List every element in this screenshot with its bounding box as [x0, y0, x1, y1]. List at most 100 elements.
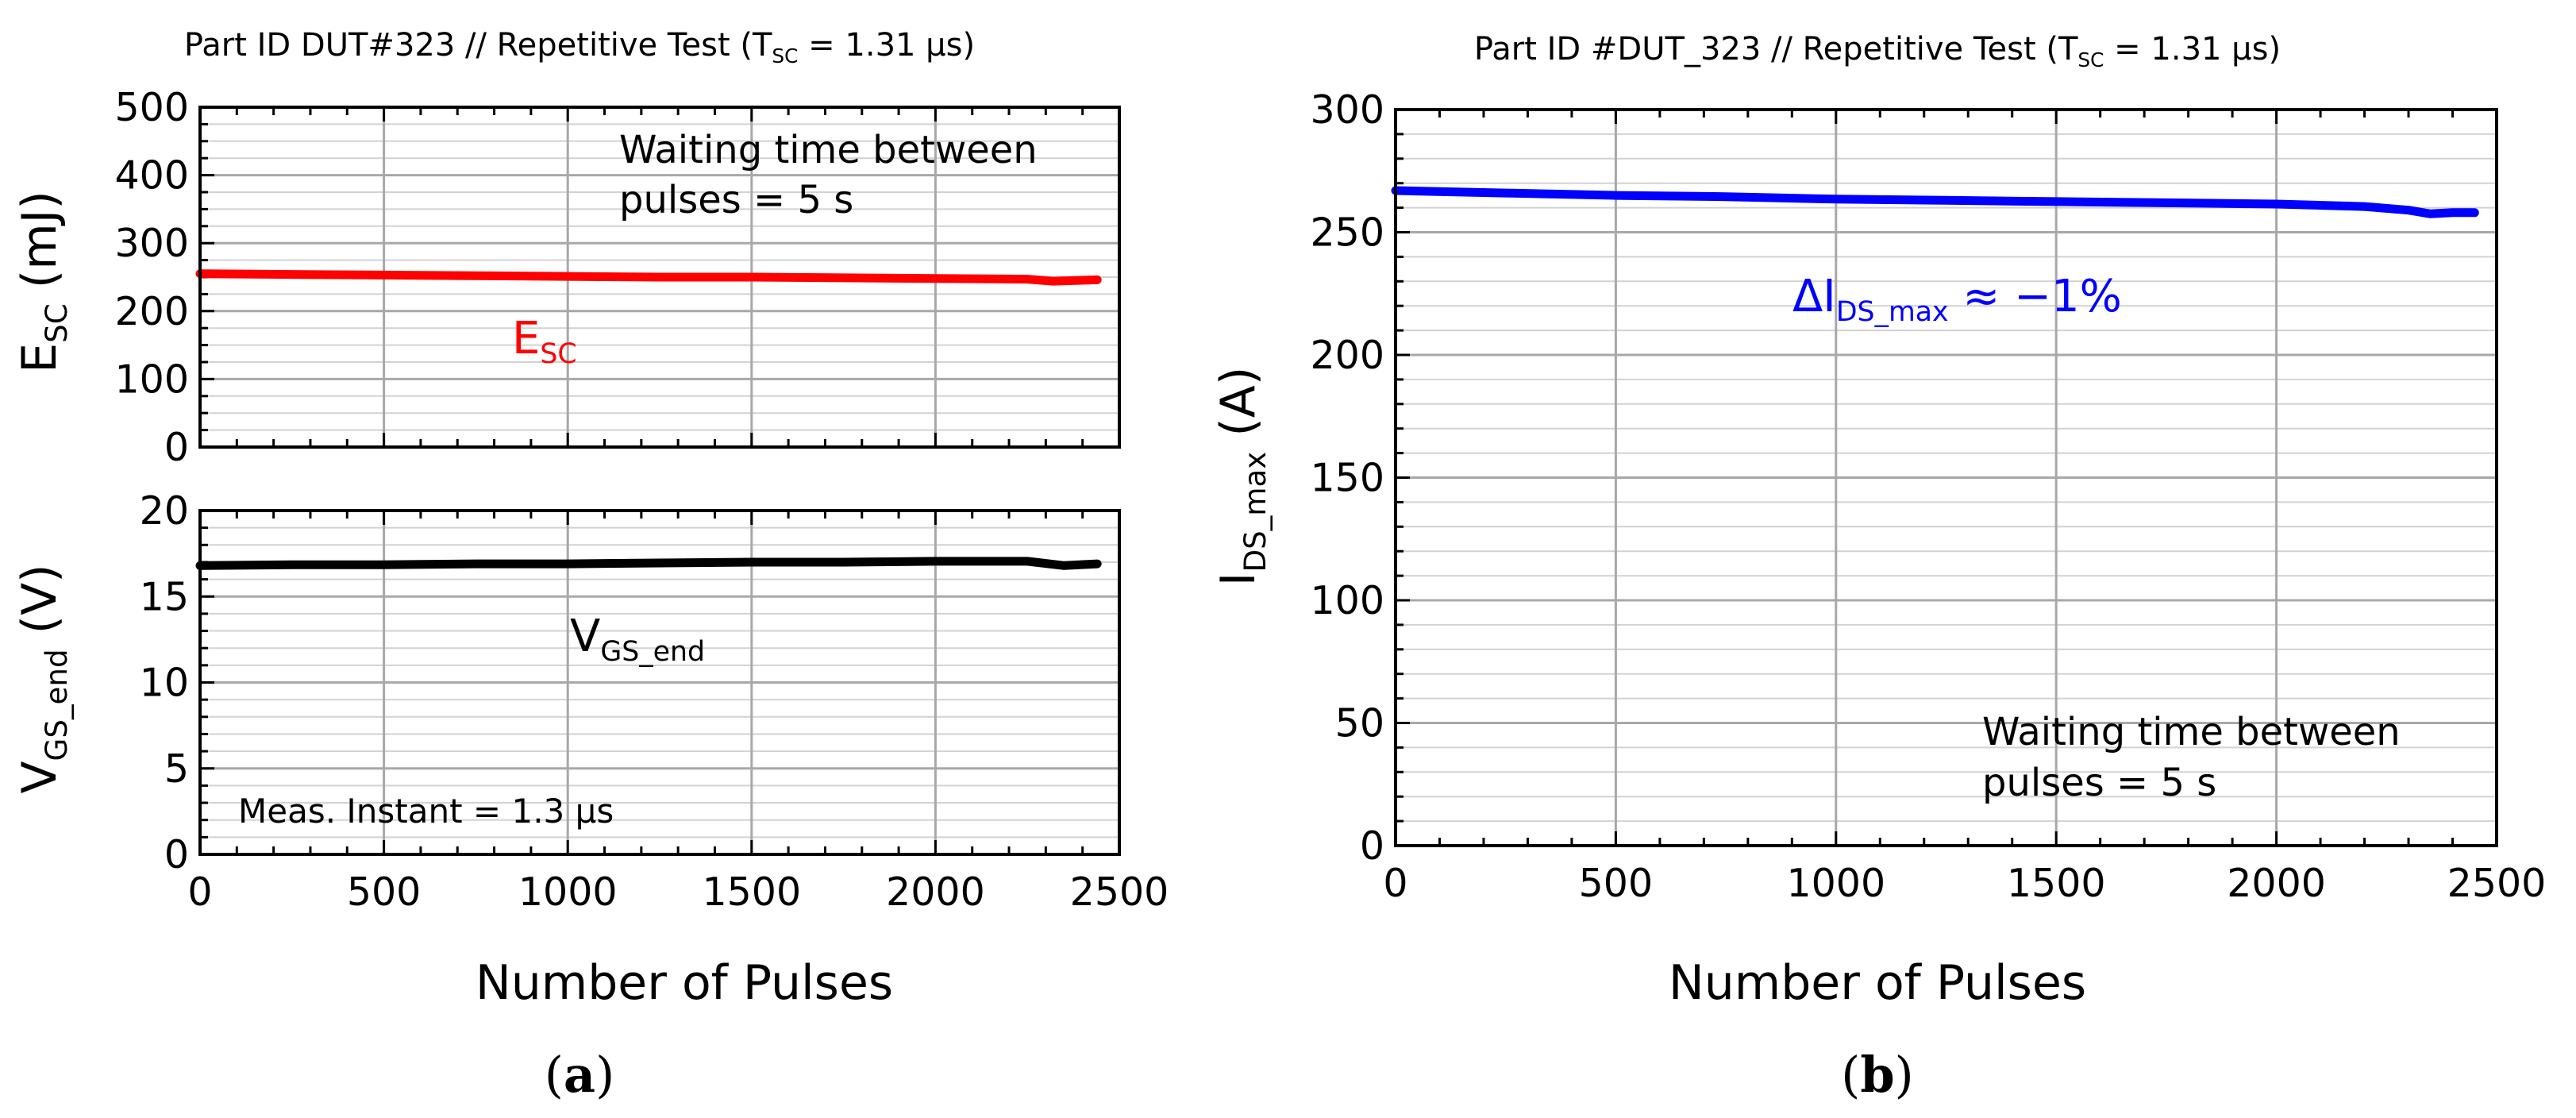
- waiting-time-note-b-line1: Waiting time between: [1982, 710, 2401, 754]
- y-tick-label: 0: [164, 425, 189, 470]
- waiting-time-note-a-line2: pulses = 5 s: [619, 178, 853, 222]
- data-point: [2470, 208, 2479, 217]
- y-tick-label: 100: [114, 357, 189, 402]
- x-tick-label: 500: [1579, 861, 1654, 906]
- y-tick-labels: 0 100 200 300 400 500: [114, 85, 189, 470]
- delta-ids-annotation: ΔIDS_max ≈ −1%: [1792, 271, 2122, 328]
- x-tick-labels: 0 500 1000 1500 2000 2500: [187, 869, 1169, 915]
- data-point: [1501, 189, 1510, 198]
- data-point: [1093, 560, 1102, 569]
- minor-grid: [1396, 133, 2497, 823]
- y-tick-label: 200: [1310, 333, 1384, 378]
- y-tick-labels: 0 50 100 150 200 250 300: [1310, 87, 1384, 869]
- y-tick-label: 10: [140, 661, 189, 706]
- y-tick-label: 0: [1360, 823, 1384, 869]
- data-point: [1722, 192, 1731, 201]
- minor-grid: [200, 123, 1119, 431]
- y-tick-label: 15: [140, 574, 189, 619]
- x-tick-label: 0: [187, 869, 212, 915]
- y-tick-label: 400: [114, 153, 189, 199]
- waiting-time-note-b-line2: pulses = 5 s: [1982, 761, 2216, 805]
- y-tick-label: 100: [1310, 578, 1384, 623]
- chart-a-title: Part ID DUT#323 // Repetitive Test (TSC …: [184, 27, 975, 67]
- vgs-end-series: [195, 557, 1102, 570]
- esc-series: [195, 269, 1102, 286]
- data-point: [1071, 276, 1080, 285]
- data-point: [931, 557, 940, 565]
- x-tick-label: 1000: [1786, 861, 1885, 906]
- minor-grid: [200, 526, 1119, 838]
- chart-b-title: Part ID #DUT_323 // Repetitive Test (TSC…: [1474, 31, 2281, 71]
- x-tick-label: 1500: [2007, 861, 2106, 906]
- chart-vgs-end: 0 5 10 15 20 0 500 1000 1500 2000 2500 VGS_end (V…: [12, 488, 1169, 1011]
- data-point: [2272, 199, 2281, 208]
- data-point: [839, 273, 848, 282]
- vgs-end-series-label: VGS_end: [570, 611, 705, 668]
- data-point: [1023, 275, 1032, 283]
- x-tick-label: 500: [347, 869, 422, 915]
- y-axis-label: IDS_max (A): [1211, 367, 1273, 587]
- y-tick-label: 20: [140, 488, 189, 534]
- ids-max-series: [1391, 186, 2479, 218]
- data-point: [1023, 557, 1032, 565]
- y-tick-label: 50: [1335, 701, 1384, 746]
- x-axis-label: Number of Pulses: [476, 955, 893, 1011]
- data-point: [2360, 202, 2369, 211]
- data-point: [287, 561, 296, 569]
- y-tick-label: 250: [1310, 210, 1384, 256]
- major-grid: [1396, 110, 2497, 846]
- y-tick-label: 200: [114, 289, 189, 334]
- panel-label-a: (a): [545, 1046, 615, 1104]
- x-axis-label: Number of Pulses: [1669, 955, 2086, 1011]
- data-point: [564, 272, 572, 281]
- series-line: [195, 557, 1102, 570]
- data-point: [2426, 210, 2435, 218]
- data-point: [2448, 208, 2457, 217]
- x-tick-label: 1000: [518, 869, 618, 915]
- y-axis-label: VGS_end (V): [12, 564, 74, 793]
- y-axis-label: ESC (mJ): [12, 191, 74, 373]
- y-tick-label: 500: [114, 85, 189, 130]
- series-line: [195, 269, 1102, 286]
- data-point: [2405, 206, 2413, 214]
- plot-frame: [1394, 108, 2498, 847]
- series-line: [1391, 186, 2479, 218]
- data-point: [839, 557, 848, 566]
- data-point: [747, 273, 756, 281]
- data-point: [379, 271, 388, 280]
- data-point: [2052, 197, 2061, 206]
- data-point: [656, 559, 664, 568]
- chart-esc: Part ID DUT#323 // Repetitive Test (TSC …: [12, 27, 1121, 470]
- x-tick-label: 2500: [1070, 869, 1169, 915]
- data-point: [1611, 191, 1620, 200]
- data-point: [931, 274, 940, 283]
- data-point: [564, 560, 572, 569]
- data-point: [287, 270, 296, 279]
- data-point: [747, 557, 756, 566]
- data-point: [1942, 196, 1950, 205]
- chart-ids-max: Part ID #DUT_323 // Repetitive Test (TSC…: [1211, 31, 2546, 1011]
- esc-series-label: ESC: [512, 313, 577, 370]
- x-tick-label: 2500: [2447, 861, 2547, 906]
- plot-frame: [198, 509, 1121, 856]
- y-tick-label: 0: [164, 832, 189, 877]
- y-tick-label: 150: [1310, 456, 1384, 501]
- data-point: [1831, 195, 1840, 203]
- data-point: [472, 272, 480, 280]
- y-tick-labels: 0 5 10 15 20: [140, 488, 189, 877]
- major-grid: [200, 511, 1119, 854]
- data-point: [1049, 277, 1057, 286]
- meas-instant-note: Meas. Instant = 1.3 μs: [238, 792, 614, 831]
- plot-frame: [198, 106, 1121, 449]
- x-tick-label: 2000: [886, 869, 985, 915]
- panel-label-b: (b): [1841, 1046, 1914, 1104]
- data-point: [1093, 276, 1102, 284]
- y-tick-label: 300: [1310, 87, 1384, 133]
- y-tick-label: 300: [114, 221, 189, 266]
- x-tick-label: 2000: [2227, 861, 2326, 906]
- data-point: [1060, 561, 1069, 570]
- y-tick-label: 5: [164, 746, 189, 792]
- x-tick-label: 1500: [702, 869, 801, 915]
- waiting-time-note-a-line1: Waiting time between: [619, 128, 1038, 172]
